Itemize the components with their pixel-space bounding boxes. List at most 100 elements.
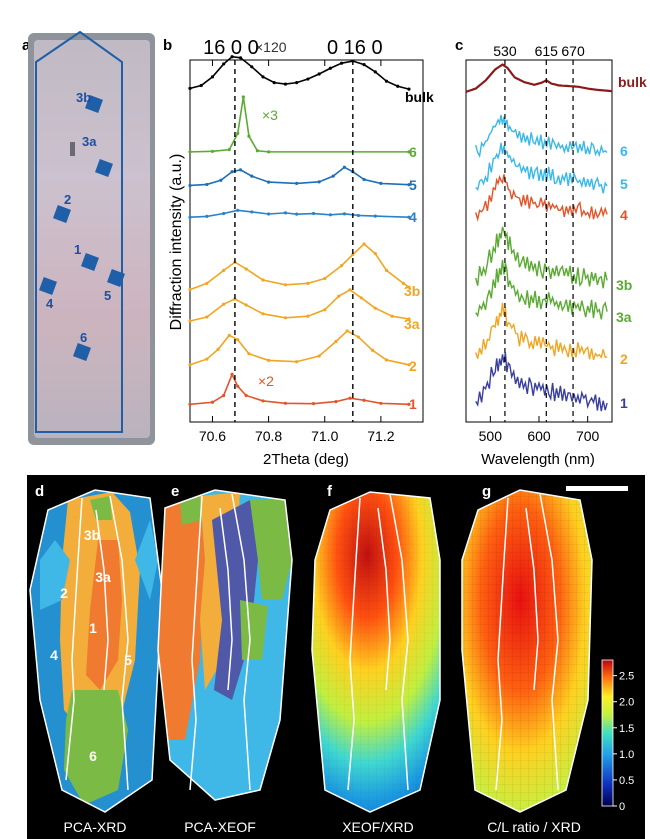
xrd-point-bulk-13 [328,66,332,70]
xrd-point-bulk-4 [230,55,234,59]
xeol-series-label-5: 5 [620,176,628,192]
xrd-point-bulk-10 [295,81,299,85]
xrd-point-bulk-0 [188,86,192,90]
xrd-point-2-2 [216,347,220,351]
xeol-series-1 [475,352,608,412]
crystal-photo [28,30,155,445]
xrd-point-6-8 [407,150,411,154]
xeol-series-label-1: 1 [620,395,628,411]
colorbar-tick-4: 0.5 [619,775,634,787]
xrd-point-2-4 [236,338,240,342]
panel-letter-a: a [22,37,31,54]
xrd-point-4-13 [407,215,411,219]
xrd-tick-3: 71.2 [367,428,394,444]
xrd-point-3a-12 [373,306,377,310]
xrd-series-label-3b: 3b [404,283,420,299]
xrd-point-2-9 [334,339,338,344]
xrd-point-bulk-18 [384,79,389,83]
panel-letter-c: c [455,37,463,54]
xeol-tick-2: 700 [576,428,600,444]
xrd-point-5-4 [238,168,243,172]
marker-label-3a: 3a [82,134,97,149]
xrd-point-4-10 [342,212,346,216]
marker-1 [81,253,99,271]
xrd-point-2-6 [267,358,271,362]
xrd-point-bulk-14 [339,61,344,65]
xrd-point-5-6 [267,180,271,184]
map-d-label-1: 1 [89,620,97,636]
xrd-point-3b-0 [188,288,192,292]
map-g-cl-ratio [461,489,593,813]
xrd-point-4-2 [222,211,226,216]
xrd-point-3a-5 [261,312,265,316]
xrd-point-2-1 [205,357,209,361]
xrd-tick-2: 71.0 [311,428,338,444]
xrd-point-4-6 [283,211,288,215]
xrd-point-2-11 [356,335,361,339]
map-d-label-3a: 3a [95,569,111,585]
xrd-point-bulk-2 [210,75,215,79]
xrd-series-label-2: 2 [409,358,417,374]
marker-label-3b: 3b [76,90,91,105]
xrd-point-3b-6 [283,283,288,287]
xrd-point-5-10 [342,165,346,169]
xrd-point-4-3 [236,208,240,212]
xrd-point-3a-14 [407,317,411,321]
xeol-series-4 [475,174,608,222]
xrd-point-5-13 [379,181,383,185]
xeol-x-axis-label: Wavelength (nm) [481,451,595,468]
marker-label-4: 4 [46,296,54,311]
xrd-point-4-12 [373,214,377,218]
xrd-point-bulk-16 [362,63,366,67]
xrd-point-3a-13 [390,314,394,318]
xrd-point-5-8 [317,180,321,184]
xeol-marker-label-0: 530 [493,43,517,59]
xrd-point-2-14 [407,363,411,367]
xrd-point-4-4 [250,210,254,214]
xeol-series-label-2: 2 [620,351,628,367]
colorbar [601,659,614,807]
xrd-point-3b-2 [222,268,226,272]
map-letter-f: f [327,483,333,500]
xrd-point-1-2 [222,393,226,398]
xrd-point-bulk-3 [222,62,226,66]
xrd-point-6-7 [267,150,271,154]
xrd-point-3a-4 [244,303,248,307]
xrd-point-1-7 [283,401,288,405]
xrd-point-bulk-11 [306,77,310,81]
map-caption-g: C/L ratio / XRD [487,819,581,835]
xrd-point-3a-0 [188,319,192,323]
xrd-point-1-5 [244,393,248,398]
xrd-point-5-12 [362,177,366,182]
xrd-series-6 [189,96,409,153]
map-caption-e: PCA-XEOF [184,819,256,835]
xrd-point-2-3 [227,333,231,337]
colorbar-ticks: 2.5 2.0 1.5 1.0 0.5 0 [613,671,634,813]
map-d-label-3b: 3b [84,527,100,543]
xrd-series-3b [189,242,410,291]
xeol-marker-label-1: 615 [535,43,559,59]
xrd-point-2-10 [345,329,349,333]
xrd-point-3b-7 [306,281,310,285]
xeol-marker-label-2: 670 [561,43,585,59]
xrd-point-3b-13 [384,268,389,272]
map-e-pca-xeof [157,489,293,801]
xeol-series-3a [475,259,608,320]
xrd-point-6-6 [255,149,259,153]
xrd-point-6-4 [241,95,245,99]
xrd-point-3a-6 [283,316,288,320]
xrd-point-6-0 [188,150,192,154]
map-d-label-6: 6 [89,748,97,764]
colorbar-tick-5: 0 [619,801,625,813]
xrd-point-3a-11 [359,296,363,300]
colorbar-tick-3: 1.0 [619,749,634,761]
marker-4 [39,277,57,295]
xrd-point-2-5 [247,352,251,356]
xrd-point-bulk-9 [283,82,288,86]
xrd-point-3b-15 [407,285,411,289]
xrd-point-2-13 [384,358,389,362]
xrd-tick-0: 70.6 [199,428,226,444]
map-caption-d: PCA-XRD [63,819,126,835]
xrd-point-4-8 [311,211,316,216]
xrd-point-bulk-1 [199,83,203,88]
